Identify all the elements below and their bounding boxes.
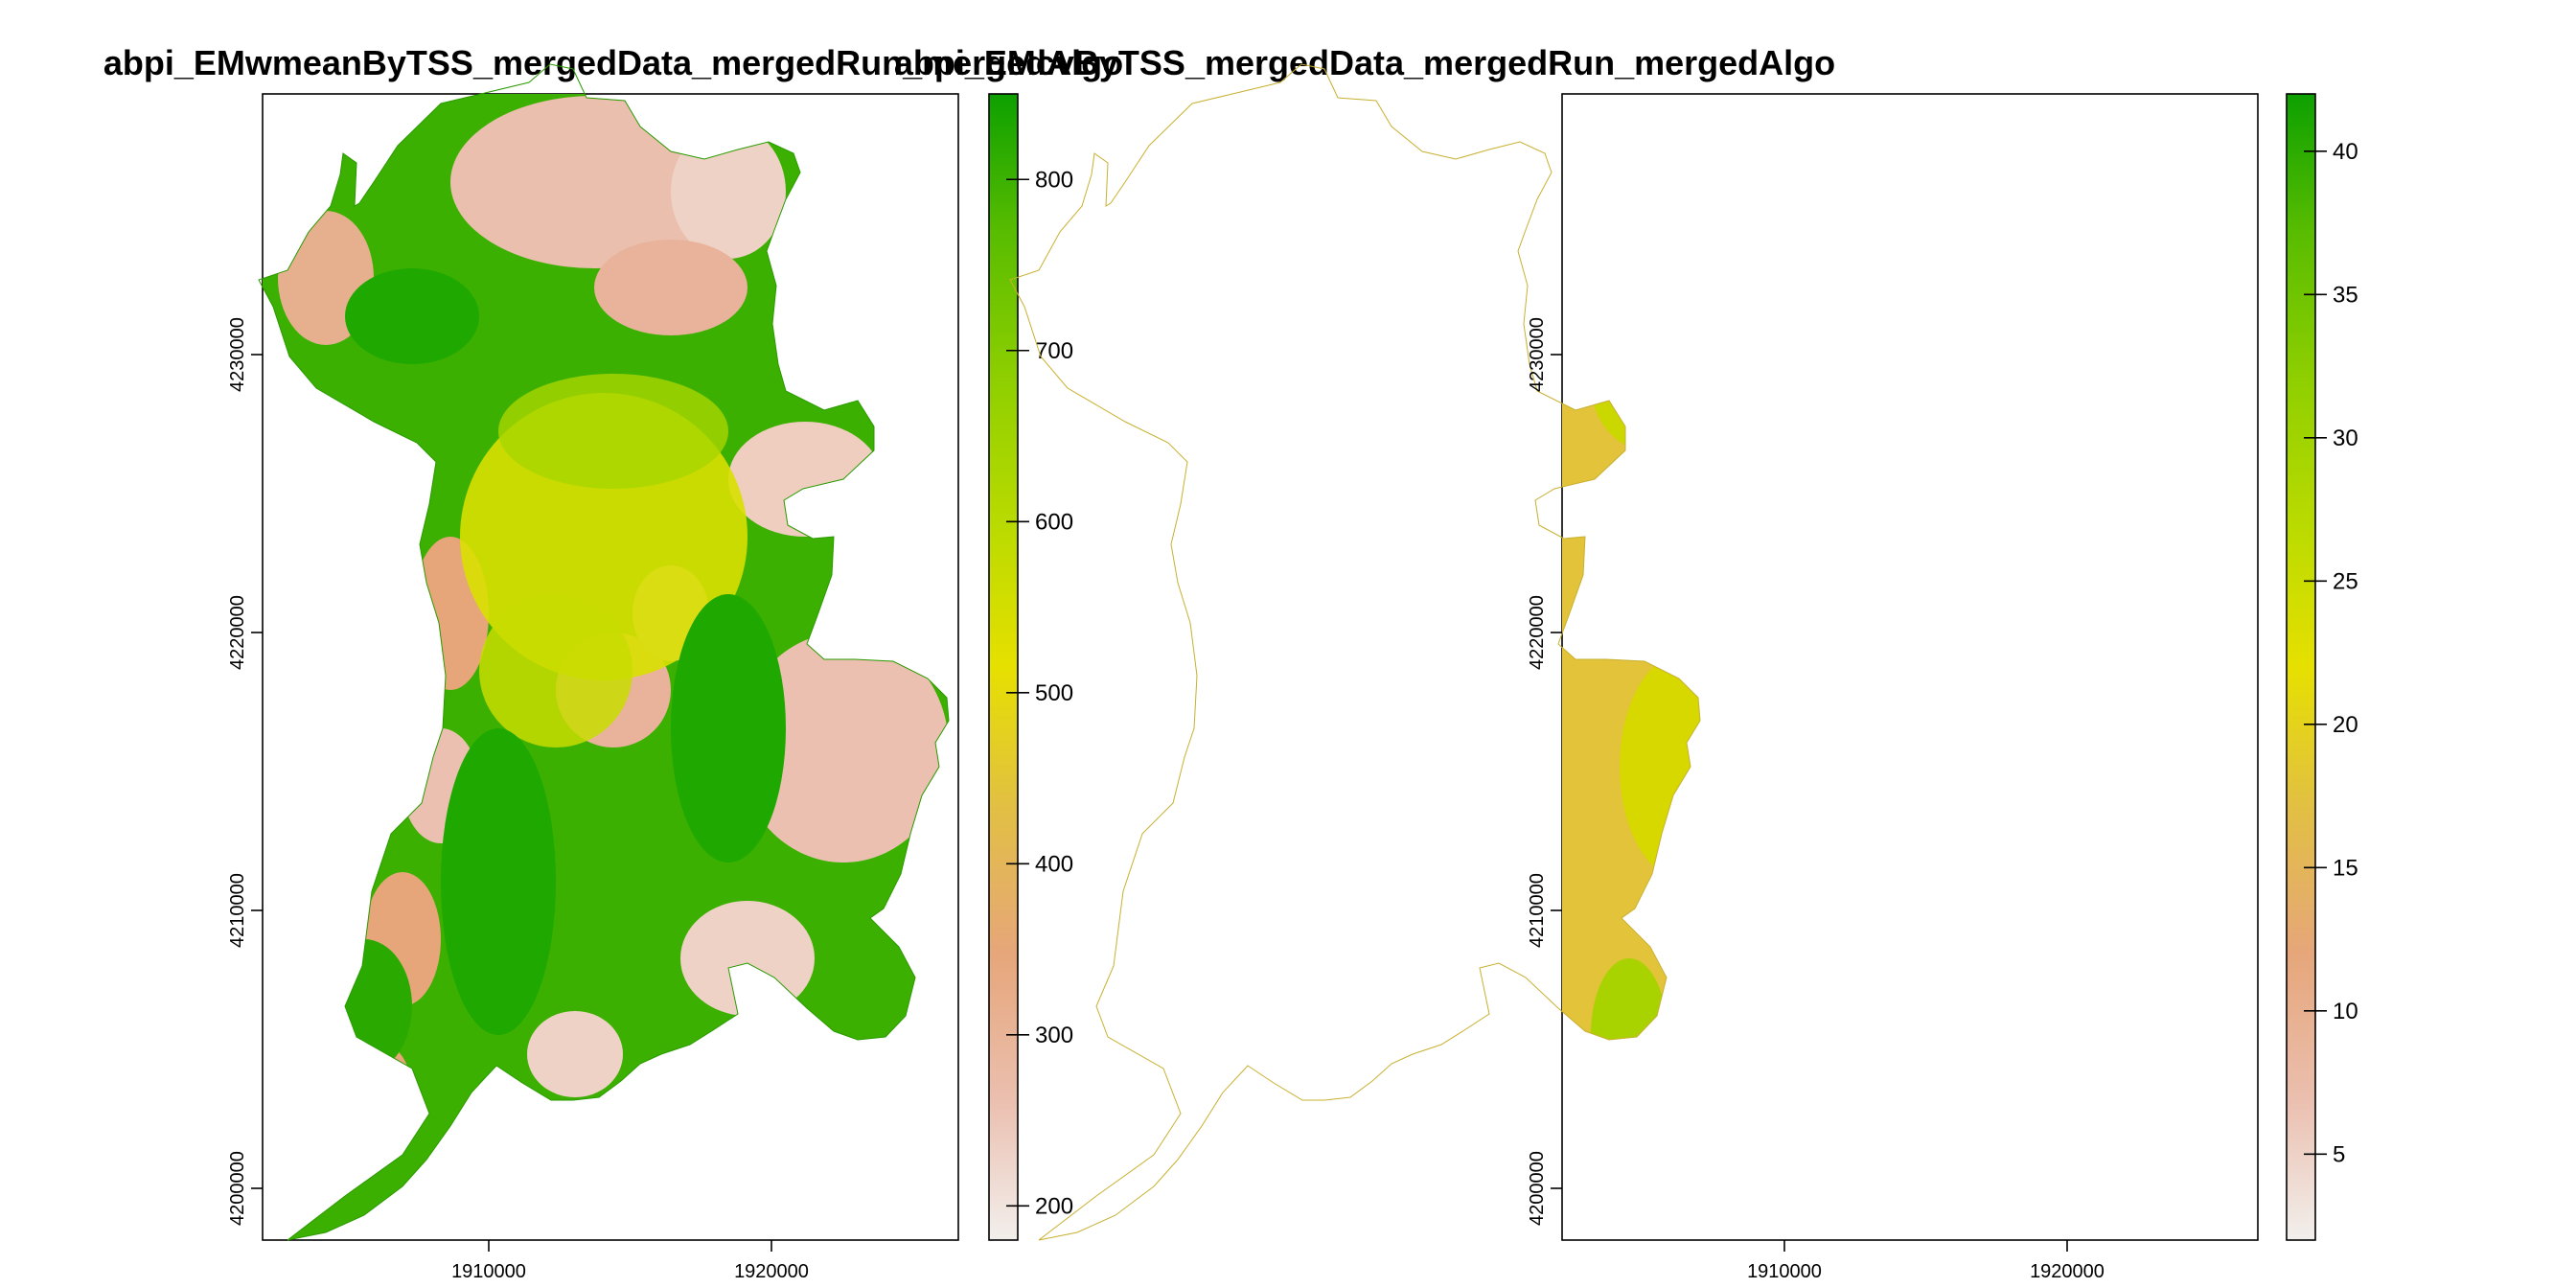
panel-title-left: abpi_EMwmeanByTSS_mergedData_mergedRun_m…	[104, 43, 1123, 82]
y-tick-label-4210000-left: 4210000	[227, 873, 248, 948]
y-tick-label-4200000-left: 4200000	[227, 1151, 248, 1226]
colorbar-tick-label-left: 500	[1035, 680, 1073, 706]
colorbar-tick-label-right: 25	[2333, 568, 2358, 594]
colorbar-tick-label-right: 5	[2333, 1141, 2345, 1167]
colorbar-tick-label-right: 10	[2333, 999, 2358, 1024]
y-tick-label-4220000-left: 4220000	[227, 595, 248, 670]
y-tick-label-4230000-right: 4230000	[1527, 317, 1548, 392]
panel-title-right: abpi_EMcvByTSS_mergedData_mergedRun_merg…	[894, 43, 1835, 82]
raster-map-left	[263, 94, 949, 1240]
colorbar-tick-label-left: 300	[1035, 1023, 1073, 1048]
y-tick-label-4200000-right: 4200000	[1527, 1151, 1548, 1226]
panel-left: abpi_EMwmeanByTSS_mergedData_mergedRun_m…	[104, 43, 1123, 1282]
plot-frame-left	[262, 93, 959, 1241]
colorbar-tick-label-left: 800	[1035, 167, 1073, 193]
colorbar-tick-label-right: 40	[2333, 139, 2358, 165]
y-tick-label-4210000-right: 4210000	[1527, 873, 1548, 948]
colorbar-tick-label-right: 30	[2333, 426, 2358, 451]
colorbar-tick-label-right: 35	[2333, 282, 2358, 308]
x-tick-label-1910000-left: 1910000	[451, 1261, 526, 1282]
colorbar-tick-label-right: 20	[2333, 712, 2358, 738]
colorbar-left: 800 700 600 500 400 300 200	[988, 93, 1073, 1241]
x-tick-label-1910000-right: 1910000	[1747, 1261, 1822, 1282]
plot-frame-right	[1561, 93, 2259, 1241]
y-tick-label-4220000-right: 4220000	[1527, 595, 1548, 670]
colorbar-tick-label-right: 15	[2333, 855, 2358, 881]
colorbar-tick-label-left: 600	[1035, 509, 1073, 535]
y-tick-label-4230000-left: 4230000	[227, 317, 248, 392]
panel-right: abpi_EMcvByTSS_mergedData_mergedRun_merg…	[894, 43, 2358, 1282]
x-tick-label-1920000-left: 1920000	[734, 1261, 809, 1282]
colorbar-tick-label-left: 200	[1035, 1193, 1073, 1219]
colorbar-tick-label-left: 400	[1035, 851, 1073, 877]
colorbar-right: 40 35 30 25 20 15 10 5	[2286, 93, 2358, 1241]
x-tick-label-1920000-right: 1920000	[2030, 1261, 2104, 1282]
raster-map-right	[1562, 94, 1700, 1240]
colorbar-tick-label-left: 700	[1035, 338, 1073, 364]
